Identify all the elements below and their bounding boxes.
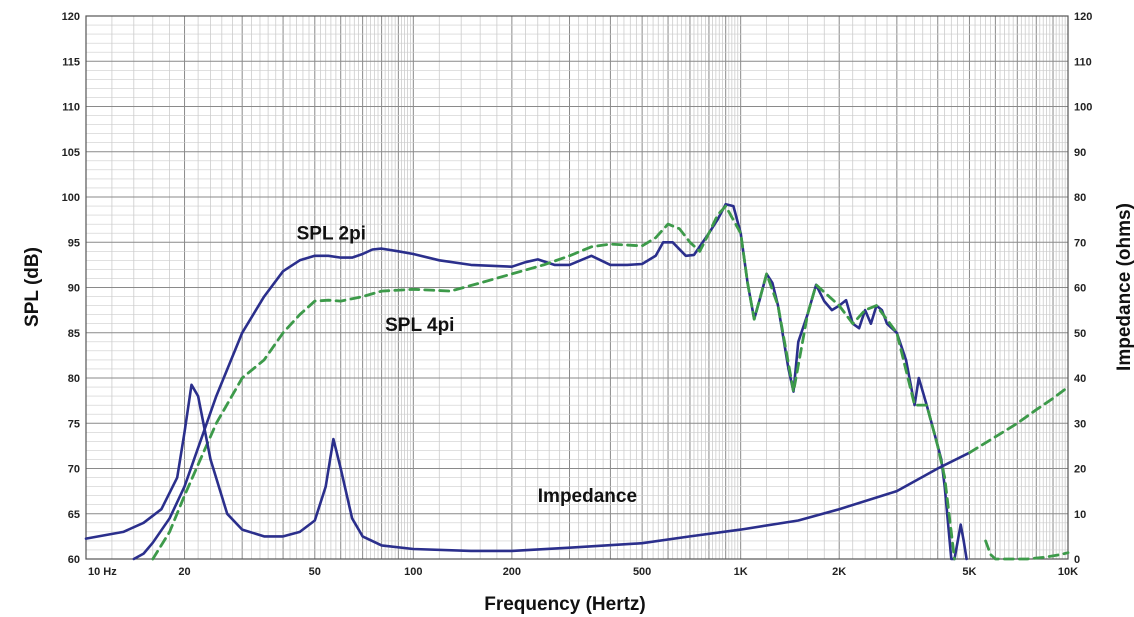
y2-tick-label: 60 [1074, 283, 1086, 295]
series-annotation: SPL 4pi [385, 315, 454, 336]
series-annotation: Impedance [538, 486, 637, 507]
y2-tick-label: 40 [1074, 373, 1086, 385]
y2-tick-label: 80 [1074, 192, 1086, 204]
y-tick-label: 90 [68, 283, 80, 295]
series-line-0 [132, 202, 968, 561]
y-tick-label: 70 [68, 464, 80, 476]
x-tick-label: 1K [734, 566, 748, 578]
y-tick-label: 85 [68, 328, 80, 340]
y-tick-label: 65 [68, 509, 80, 521]
tick-labels: 10 Hz 20 50 100 200 500 1K 2K 5K 10K6065707580859… [62, 11, 1093, 578]
y2-tick-label: 70 [1074, 237, 1086, 249]
y2-tick-label: 100 [1074, 102, 1092, 114]
y2-tick-label: 20 [1074, 464, 1086, 476]
y-tick-label: 60 [68, 554, 80, 566]
y2-tick-label: 120 [1074, 11, 1092, 23]
y-axis-title: SPL (dB) [22, 247, 43, 327]
y-tick-label: 95 [68, 237, 80, 249]
y-tick-label: 100 [62, 192, 80, 204]
series-annotation: SPL 2pi [297, 224, 366, 245]
series-line-4 [968, 385, 1070, 455]
series-annotations: SPL 2pi SPL 4pi Impedance [297, 224, 637, 507]
series-line-3 [84, 383, 971, 553]
y2-tick-label: 90 [1074, 147, 1086, 159]
x-tick-label: 5K [962, 566, 976, 578]
y-tick-label: 110 [62, 102, 80, 114]
x-tick-label: 500 [633, 566, 651, 578]
series-layer [84, 202, 1070, 561]
y-tick-label: 105 [62, 147, 80, 159]
x-tick-label: 50 [309, 566, 321, 578]
y2-tick-label: 10 [1074, 509, 1086, 521]
x-tick-label: 10K [1058, 566, 1078, 578]
y2-tick-label: 110 [1074, 56, 1092, 68]
plot-frame [85, 15, 1069, 560]
series-line-1 [151, 204, 956, 561]
y2-tick-label: 30 [1074, 418, 1086, 430]
x-tick-label: 200 [503, 566, 521, 578]
x-tick-label: 20 [178, 566, 190, 578]
y2-axis-title: Impedance (ohms) [1114, 203, 1134, 371]
series-line-2 [984, 539, 1070, 561]
y2-tick-label: 50 [1074, 328, 1086, 340]
x-axis-title: Frequency (Hertz) [484, 594, 646, 615]
x-tick-label: 10 Hz [88, 566, 117, 578]
y-tick-label: 80 [68, 373, 80, 385]
x-tick-label: 2K [832, 566, 846, 578]
x-tick-label: 100 [404, 566, 422, 578]
y-tick-label: 120 [62, 11, 80, 23]
y-tick-label: 115 [62, 56, 80, 68]
y2-tick-label: 0 [1074, 554, 1080, 566]
y-tick-label: 75 [68, 418, 80, 430]
